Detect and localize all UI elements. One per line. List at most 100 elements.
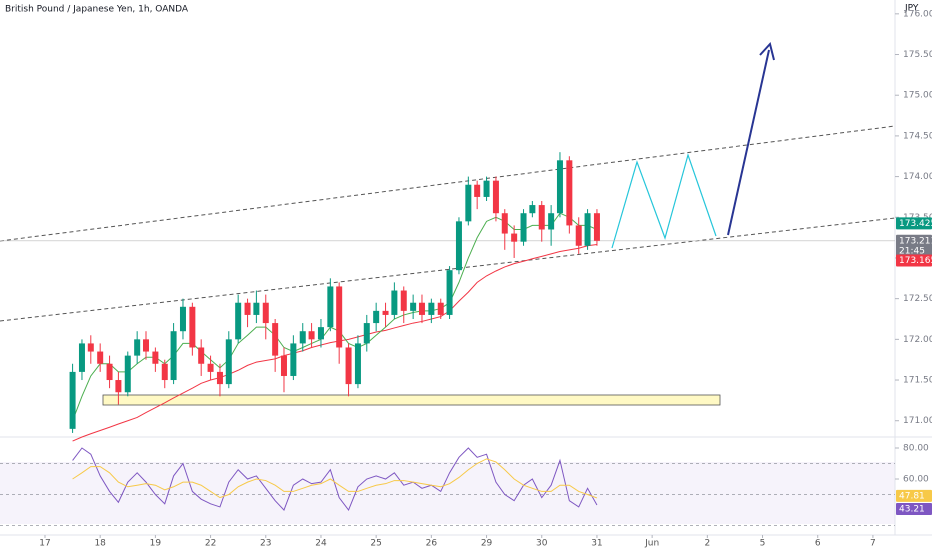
x-tick-label: 7 — [870, 539, 876, 549]
candle-body — [474, 184, 481, 197]
chart-title: British Pound / Japanese Yen, 1h, OANDA — [5, 5, 189, 15]
candle-body — [308, 331, 315, 340]
candle-body — [272, 323, 279, 356]
price-tag — [896, 503, 932, 516]
x-tick-label: 6 — [815, 539, 821, 549]
candle-body — [548, 213, 555, 230]
candle-body — [538, 205, 545, 230]
candle-body — [511, 233, 518, 242]
candle-body — [317, 327, 324, 340]
candle-body — [566, 160, 573, 226]
candle-body — [179, 306, 186, 332]
y-tick-label: 80.00 — [903, 444, 929, 454]
y-tick-label: 171.500 — [903, 376, 932, 386]
y-tick-label: 175.500 — [903, 50, 932, 60]
candle-body — [410, 302, 417, 311]
x-tick-label: 23 — [260, 539, 271, 549]
channel-upper — [0, 125, 896, 242]
candle-body — [262, 302, 269, 324]
candle-body — [575, 225, 582, 246]
x-tick-label: 25 — [370, 539, 381, 549]
candle-body — [115, 380, 122, 393]
candle-body — [437, 302, 444, 315]
candle-body — [207, 363, 214, 372]
y-tick-label: 172.000 — [903, 335, 932, 345]
candle-body — [354, 343, 361, 385]
candle-body — [584, 213, 591, 246]
candle-body — [418, 302, 425, 315]
candle-body — [593, 213, 600, 241]
support-zone — [102, 394, 721, 406]
arrow-head — [759, 41, 775, 61]
candle-body — [529, 205, 536, 214]
x-tick-label: 22 — [205, 539, 216, 549]
candle-body — [520, 213, 527, 242]
x-tick-label: 5 — [760, 539, 766, 549]
projection-arrow — [727, 49, 770, 236]
candle-body — [142, 339, 149, 352]
countdown-label: 21:45 — [899, 246, 925, 256]
price-tag-label: 173.165 — [899, 256, 932, 266]
candle-body — [465, 184, 472, 222]
price-tag — [896, 254, 932, 267]
price-tag-label: 47.81 — [899, 491, 925, 501]
rsi-line — [72, 458, 598, 499]
x-tick-label: 17 — [39, 539, 50, 549]
y-tick-label: 174.000 — [903, 172, 932, 182]
candle-body — [170, 331, 177, 381]
candle-body — [501, 213, 508, 234]
candle-body — [492, 180, 499, 214]
projection-zigzag — [611, 152, 717, 249]
candle-body — [87, 343, 94, 352]
candle-body — [299, 331, 306, 344]
price-tag-label: 173.425 — [899, 219, 932, 229]
price-tag — [896, 489, 932, 502]
candle-body — [253, 302, 260, 315]
candle-body — [345, 347, 352, 385]
x-tick-label: 26 — [426, 539, 438, 549]
x-tick-label: Jun — [644, 539, 659, 549]
candle-body — [244, 302, 251, 315]
y-tick-label: 176.000 — [903, 9, 932, 19]
candle-body — [69, 371, 76, 429]
candle-body — [400, 290, 407, 311]
y-tick-label: 175.000 — [903, 91, 932, 101]
candle-body — [97, 351, 104, 364]
x-tick-label: 30 — [536, 539, 548, 549]
y-tick-label: 171.000 — [903, 416, 932, 426]
candle-body — [198, 347, 205, 364]
candle-body — [106, 363, 113, 381]
price-tag — [896, 217, 932, 230]
y-tick-label: 172.500 — [903, 294, 932, 304]
candle-body — [189, 306, 196, 348]
candle-body — [161, 363, 168, 381]
candle-body — [235, 302, 242, 340]
rsi-line — [72, 447, 598, 512]
x-tick-label: 19 — [150, 539, 162, 549]
candle-body — [483, 180, 490, 197]
moving-average — [72, 244, 598, 442]
candle-body — [363, 323, 370, 344]
candle-body — [446, 270, 453, 315]
candle-body — [391, 290, 398, 315]
price-tag-label: 43.21 — [899, 505, 925, 515]
candle-body — [373, 310, 380, 324]
candle-body — [382, 310, 389, 315]
candle-body — [152, 351, 159, 364]
y-tick-label: 60.00 — [903, 475, 929, 485]
candle-body — [280, 355, 287, 376]
candle-body — [124, 355, 131, 393]
x-tick-label: 18 — [94, 539, 106, 549]
x-tick-label: 2 — [704, 539, 710, 549]
candle-body — [290, 343, 297, 376]
candle-body — [336, 286, 343, 348]
candle-body — [134, 339, 141, 356]
channel-lower — [0, 217, 896, 322]
candle-body — [225, 339, 232, 385]
candle-body — [556, 160, 563, 214]
x-tick-label: 29 — [481, 539, 493, 549]
currency-label: JPY — [904, 4, 919, 14]
y-tick-label: 174.500 — [903, 131, 932, 141]
